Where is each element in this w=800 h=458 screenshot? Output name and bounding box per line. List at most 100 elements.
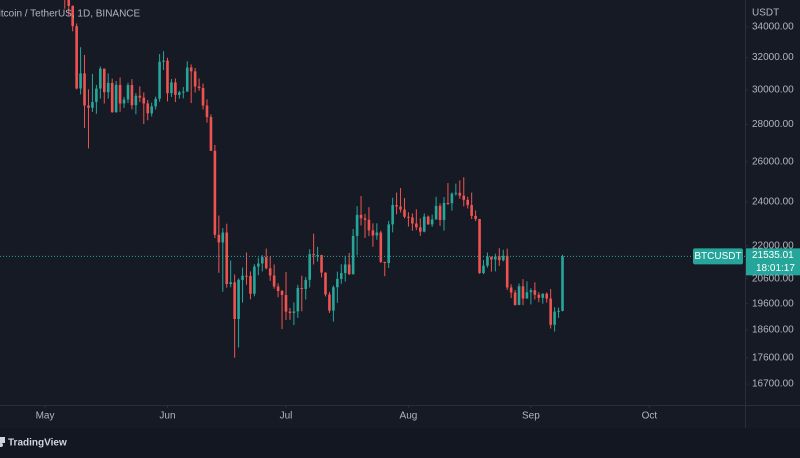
- y-tick-label: 18600.00: [752, 325, 794, 336]
- candle-body: [450, 193, 454, 204]
- x-tick-label: May: [36, 411, 55, 422]
- candle-body: [284, 294, 288, 312]
- y-tick-label: 17600.00: [752, 352, 794, 363]
- candle-body: [458, 192, 462, 196]
- candle-body: [541, 293, 545, 298]
- candle-body: [324, 272, 327, 295]
- candle-body: [304, 279, 308, 289]
- candle-body: [233, 282, 236, 319]
- y-tick-label: 32000.00: [752, 52, 794, 63]
- candle-body: [229, 282, 232, 285]
- x-tick-label: Sep: [522, 411, 540, 422]
- candle-body: [170, 82, 173, 94]
- candle-body: [557, 310, 560, 312]
- candle-body: [537, 294, 541, 298]
- candle-body: [209, 117, 213, 151]
- candle-body: [332, 287, 335, 311]
- candle-body: [395, 205, 398, 207]
- y-tick-label: 22000.00: [752, 240, 794, 251]
- candle-body: [280, 290, 284, 295]
- candle-body: [497, 256, 501, 261]
- candle-body: [197, 86, 201, 89]
- candle-body: [146, 103, 150, 114]
- candle-body: [221, 232, 225, 243]
- candle-body: [371, 230, 375, 236]
- x-tick-label: Jun: [159, 411, 175, 422]
- candle-body: [399, 206, 402, 210]
- candle-body: [162, 60, 165, 62]
- candle-body: [276, 286, 280, 291]
- candle-body: [462, 195, 466, 200]
- candle-body: [470, 205, 473, 216]
- price-tag-box: [746, 248, 800, 276]
- y-tick-label: 26000.00: [752, 156, 794, 167]
- candle-body: [126, 85, 130, 100]
- candle-body: [193, 71, 197, 87]
- candle-body: [150, 106, 153, 114]
- candle-body: [328, 294, 331, 311]
- candle-body: [87, 105, 90, 108]
- candle-body: [272, 275, 276, 287]
- candle-body: [79, 73, 82, 89]
- plot: [0, 0, 745, 358]
- candle-body: [466, 199, 470, 206]
- candle-body: [260, 257, 264, 264]
- candle-body: [134, 95, 138, 106]
- candle-body: [241, 275, 244, 280]
- candle-body: [296, 287, 300, 312]
- candle-body: [268, 268, 272, 276]
- candle-body: [359, 214, 363, 219]
- candle-body: [201, 88, 205, 106]
- candle-body: [178, 92, 181, 95]
- candle-body: [426, 216, 430, 225]
- candle-body: [110, 82, 114, 113]
- candle-body: [367, 219, 371, 231]
- candle-body: [320, 255, 323, 273]
- candle-body: [351, 235, 355, 275]
- candle-body: [264, 257, 268, 269]
- candle-body: [166, 60, 169, 94]
- candle-body: [122, 99, 126, 104]
- candle-body: [490, 256, 493, 260]
- candle-body: [99, 68, 102, 89]
- candle-body: [446, 202, 450, 204]
- candle-body: [407, 216, 410, 218]
- candle-body: [339, 273, 343, 279]
- candle-body: [454, 192, 458, 194]
- candle-body: [312, 254, 315, 256]
- brand[interactable]: TradingView: [8, 438, 67, 449]
- candle-body: [300, 287, 304, 289]
- countdown: 18:01:17: [756, 263, 795, 274]
- candle-body: [494, 256, 497, 260]
- candle-body: [379, 232, 383, 262]
- candle-body: [501, 255, 505, 261]
- candle-body: [95, 88, 98, 103]
- candle-body: [154, 98, 157, 107]
- price-tag: 21535.01: [752, 250, 794, 261]
- candle-body: [553, 311, 556, 325]
- candle-body: [213, 150, 217, 235]
- candle-body: [418, 227, 422, 232]
- candle-body: [292, 311, 296, 313]
- overlay: BTCUSDT 21535.01 18:01:17: [693, 248, 800, 276]
- candle-body: [486, 256, 489, 266]
- y-tick-label: 24000.00: [752, 197, 794, 208]
- candle-body: [288, 311, 292, 313]
- candle-body: [434, 205, 438, 220]
- candle-body: [347, 264, 351, 275]
- candle-body: [142, 97, 146, 104]
- candle-body: [509, 287, 513, 293]
- candle-body: [375, 232, 379, 236]
- candle-body: [67, 0, 71, 6]
- x-tick-label: Jul: [280, 411, 293, 422]
- candle-body: [114, 84, 118, 113]
- footer: [0, 428, 800, 458]
- candle-body: [442, 202, 446, 221]
- y-tick-label: 30000.00: [752, 85, 794, 96]
- candle-body: [118, 84, 122, 104]
- candle-body: [75, 26, 78, 89]
- x-tick-label: Aug: [400, 411, 418, 422]
- candle-body: [513, 292, 517, 305]
